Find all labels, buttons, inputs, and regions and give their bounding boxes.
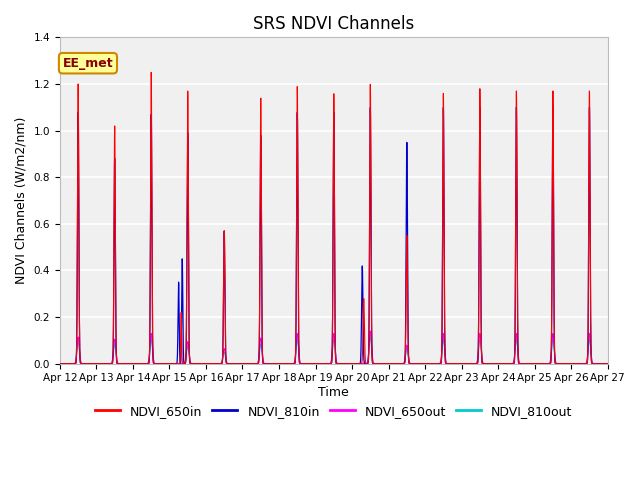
Title: SRS NDVI Channels: SRS NDVI Channels (253, 15, 415, 33)
NDVI_810in (410, 361, 417, 367)
NDVI_810out (602, 361, 610, 367)
Legend: NDVI_650in, NDVI_810in, NDVI_650out, NDVI_810out: NDVI_650in, NDVI_810in, NDVI_650out, NDV… (90, 400, 577, 423)
NDVI_810out (367, 334, 374, 340)
NDVI_810out (261, 361, 269, 367)
NDVI_650out (487, 361, 495, 367)
Text: EE_met: EE_met (63, 57, 113, 70)
Line: NDVI_650in: NDVI_650in (60, 72, 608, 364)
Y-axis label: NDVI Channels (W/m2/nm): NDVI Channels (W/m2/nm) (15, 117, 28, 284)
NDVI_650out (602, 361, 610, 367)
NDVI_810out (56, 361, 64, 367)
NDVI_810out (604, 361, 612, 367)
NDVI_810in (604, 361, 612, 367)
NDVI_650in (56, 361, 64, 367)
NDVI_650out (604, 361, 612, 367)
NDVI_650out (168, 361, 175, 367)
NDVI_810in (261, 361, 269, 367)
NDVI_650out (261, 361, 269, 367)
NDVI_810out (168, 361, 175, 367)
NDVI_810in (168, 361, 175, 367)
NDVI_650in (487, 361, 495, 367)
NDVI_650out (56, 361, 64, 367)
NDVI_650out (173, 361, 181, 367)
X-axis label: Time: Time (319, 386, 349, 399)
NDVI_810in (173, 359, 181, 365)
NDVI_810in (487, 361, 495, 367)
NDVI_810out (173, 361, 181, 367)
Line: NDVI_650out: NDVI_650out (60, 331, 608, 364)
NDVI_810in (602, 361, 610, 367)
NDVI_650in (602, 361, 610, 367)
Line: NDVI_810in: NDVI_810in (60, 107, 608, 364)
NDVI_650in (410, 361, 417, 367)
NDVI_650in (168, 361, 175, 367)
NDVI_810in (586, 104, 593, 110)
NDVI_810in (56, 361, 64, 367)
NDVI_650out (367, 328, 374, 334)
NDVI_650in (261, 361, 269, 367)
NDVI_810out (487, 361, 495, 367)
NDVI_650out (410, 361, 417, 367)
Line: NDVI_810out: NDVI_810out (60, 337, 608, 364)
NDVI_650in (604, 361, 612, 367)
NDVI_810out (410, 361, 417, 367)
NDVI_650in (147, 70, 155, 75)
NDVI_650in (173, 361, 181, 367)
